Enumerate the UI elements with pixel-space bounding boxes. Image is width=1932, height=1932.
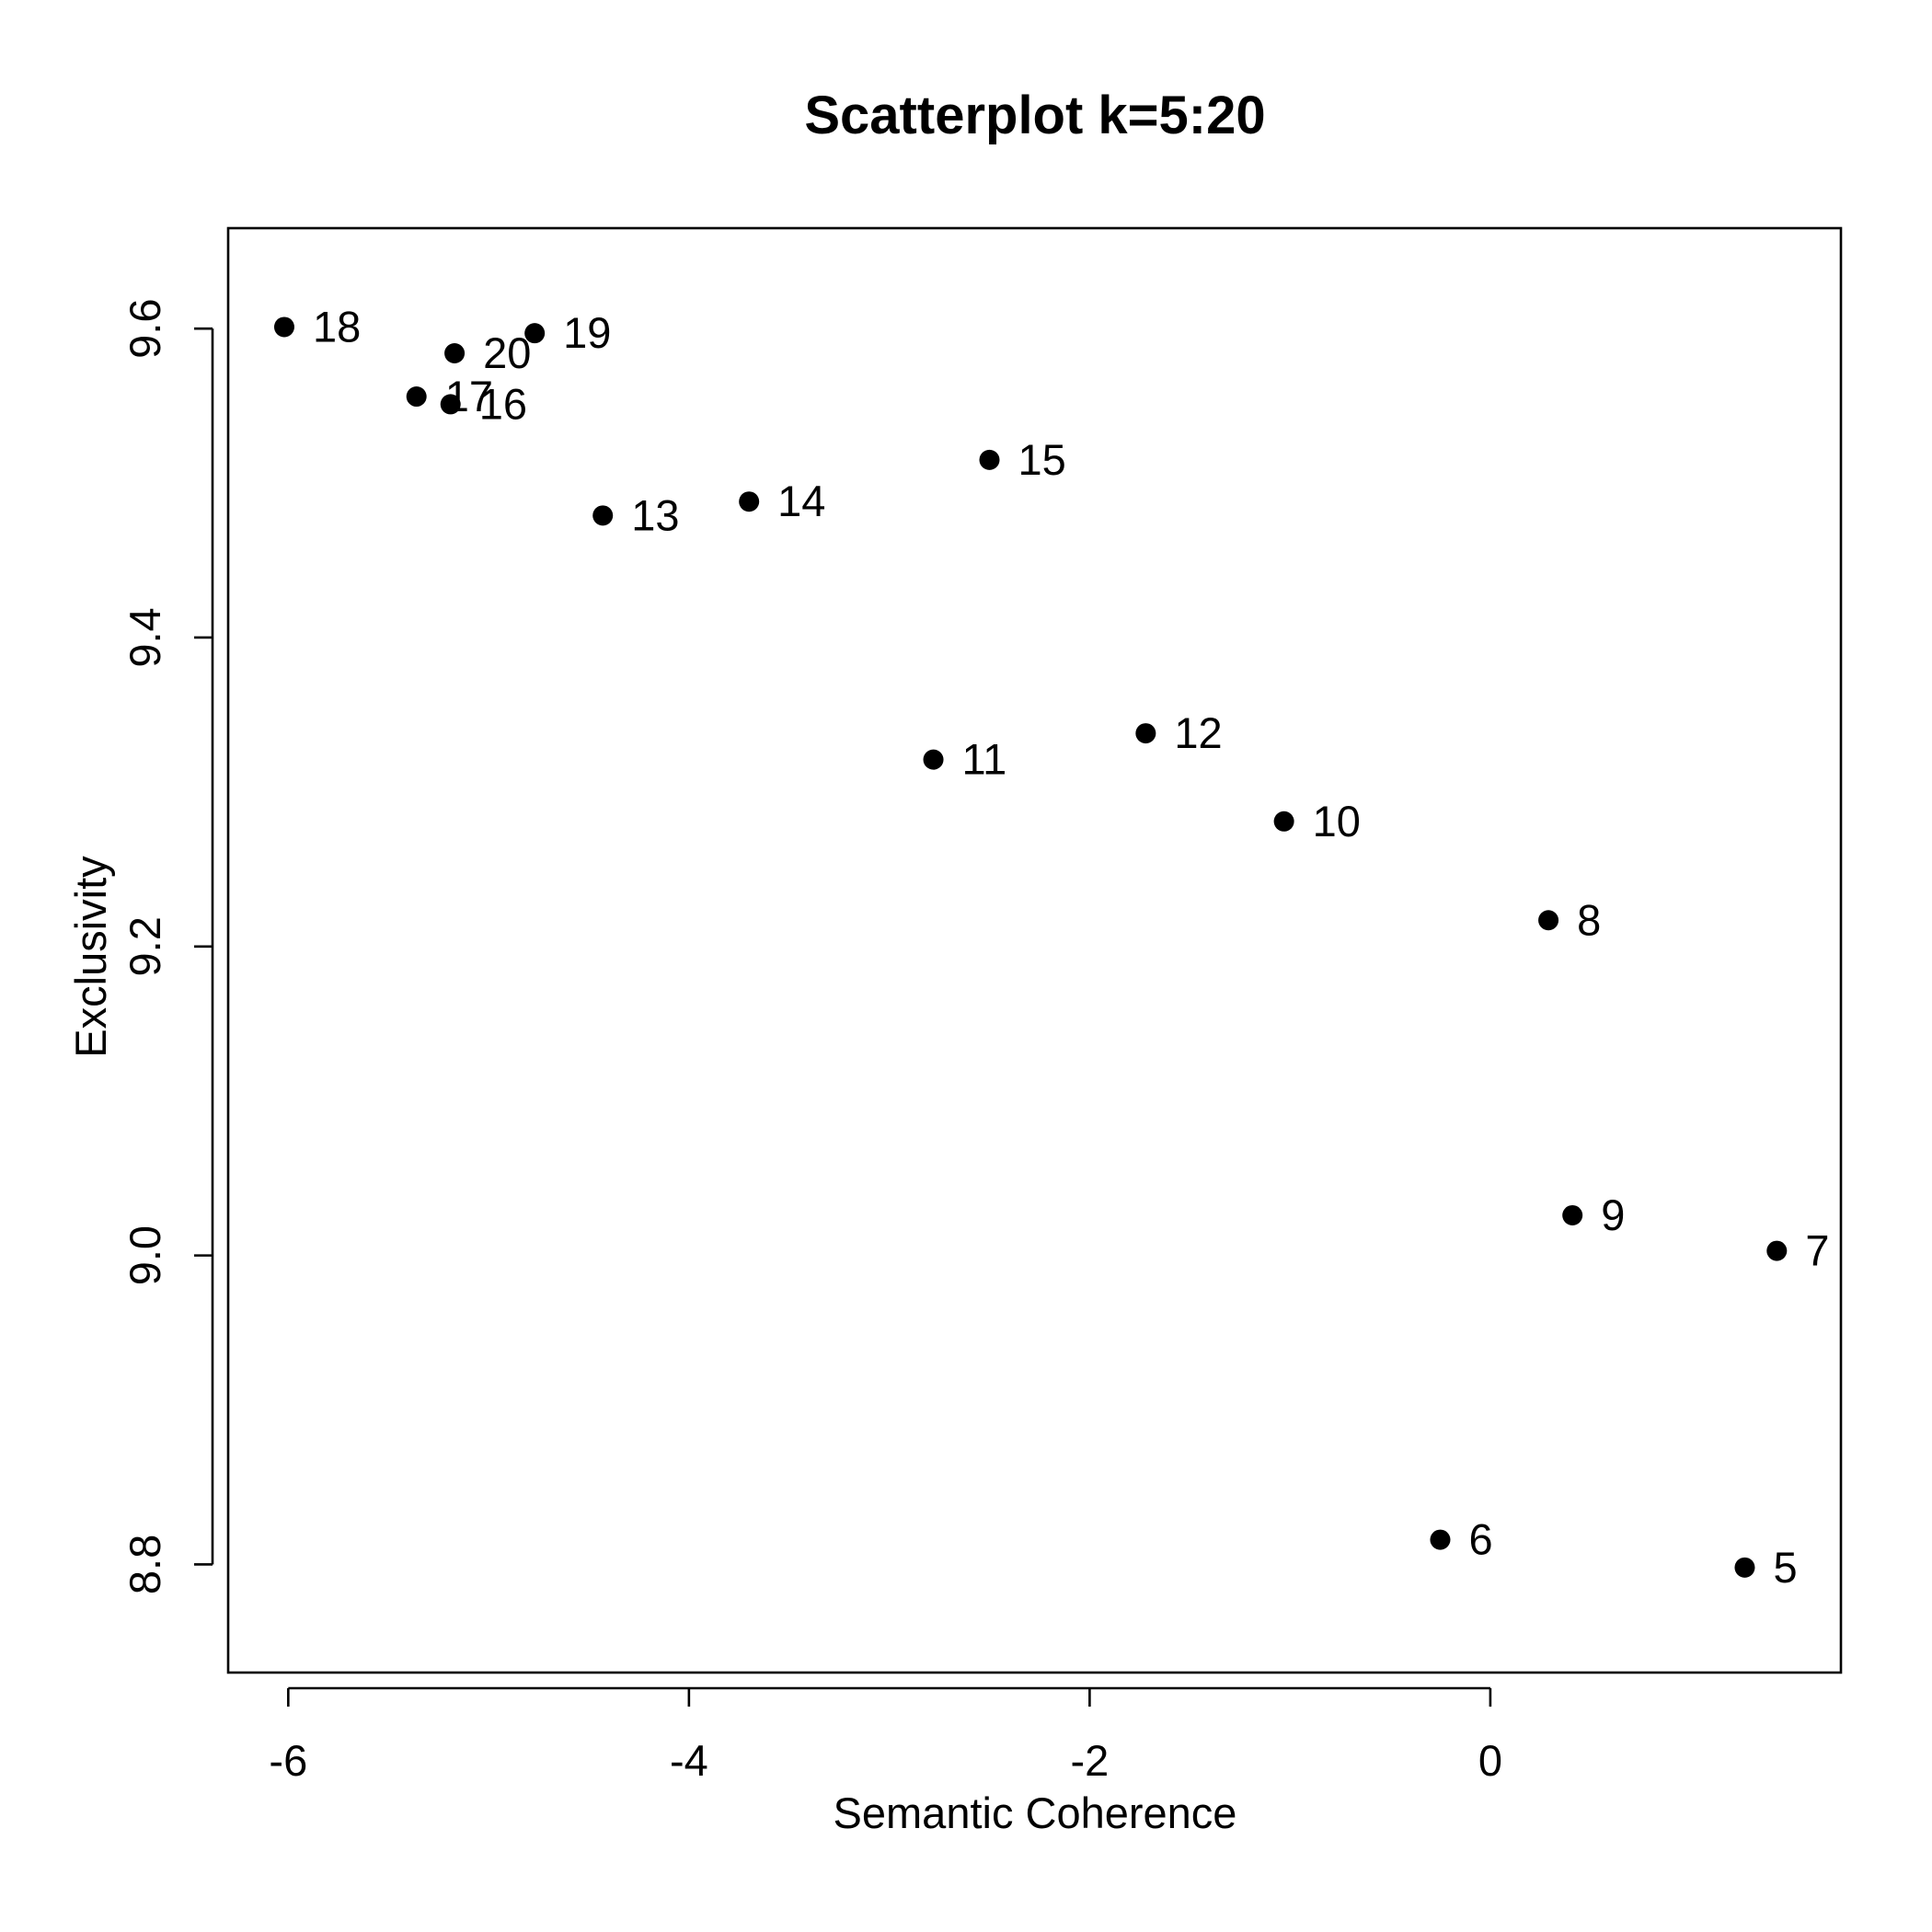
y-axis-label: Exclusivity (66, 856, 115, 1058)
point-label: 16 (479, 379, 527, 428)
point-label: 20 (483, 328, 531, 377)
point-label: 17 (445, 372, 493, 420)
data-point (1562, 1204, 1583, 1225)
y-tick-label: 8.8 (121, 1535, 169, 1594)
x-axis-label: Semantic Coherence (834, 1788, 1237, 1837)
point-label: 18 (313, 302, 361, 351)
point-label: 11 (962, 735, 1007, 784)
chart-title: Scatterplot k=5:20 (804, 86, 1265, 145)
y-tick-label: 9.0 (121, 1225, 169, 1285)
data-point (440, 394, 461, 415)
data-point (1734, 1557, 1755, 1578)
point-label: 5 (1773, 1543, 1797, 1592)
point-label: 10 (1313, 797, 1361, 845)
y-tick-label: 9.4 (121, 607, 169, 667)
point-label: 14 (777, 477, 825, 525)
data-point (1135, 723, 1156, 744)
x-tick-label: -4 (670, 1736, 708, 1785)
data-point (1538, 910, 1559, 931)
data-point (1273, 811, 1294, 832)
point-label: 13 (631, 490, 679, 539)
data-point (406, 386, 427, 408)
point-label: 8 (1577, 895, 1601, 944)
data-point (923, 749, 944, 770)
data-point (273, 316, 294, 338)
data-point (739, 491, 760, 512)
point-label: 12 (1174, 708, 1222, 757)
x-axis: -6 -4 -2 0 (269, 1686, 1502, 1785)
x-tick-label: -6 (269, 1736, 307, 1785)
data-point (592, 505, 614, 526)
point-label: 7 (1805, 1226, 1829, 1275)
y-tick-label: 9.2 (121, 916, 169, 976)
y-axis: 8.8 9.0 9.2 9.4 9.6 (121, 298, 214, 1594)
data-point (1430, 1529, 1451, 1550)
point-label: 19 (563, 308, 611, 357)
data-point (524, 323, 546, 344)
plot-frame (226, 226, 1843, 1674)
y-tick-label: 9.6 (121, 298, 169, 358)
point-label: 9 (1601, 1190, 1625, 1239)
point-label: 15 (1018, 435, 1066, 484)
point-label: 6 (1468, 1515, 1492, 1564)
data-point (1766, 1240, 1788, 1261)
x-tick-label: -2 (1070, 1736, 1109, 1785)
data-point (979, 449, 1000, 470)
x-tick-label: 0 (1478, 1736, 1502, 1785)
data-point (444, 343, 466, 364)
